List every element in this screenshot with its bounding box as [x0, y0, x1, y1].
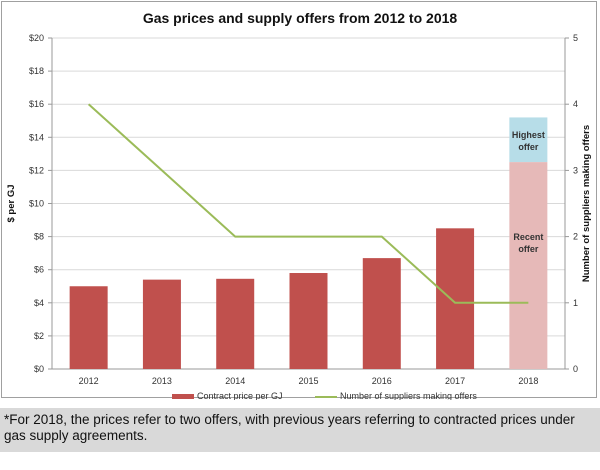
bar-2016	[362, 258, 401, 369]
x-tick-label: 2018	[518, 376, 538, 386]
y-tick-label: $6	[34, 265, 44, 275]
y-tick-label: $10	[29, 199, 44, 209]
bar-2018-recent-offer	[509, 162, 548, 369]
y-tick-label: $4	[34, 298, 44, 308]
y-axis-title: $ per GJ	[6, 184, 17, 222]
y2-tick-label: 3	[573, 165, 578, 175]
x-tick-label: 2014	[225, 376, 245, 386]
legend-label-bar: Contract price per GJ	[197, 391, 283, 400]
x-tick-label: 2015	[298, 376, 318, 386]
y2-tick-label: 0	[573, 364, 578, 374]
y-tick-label: $12	[29, 165, 44, 175]
y2-axis-title: Number of suppliers making offers	[581, 125, 592, 282]
y-tick-label: $0	[34, 364, 44, 374]
y-tick-label: $8	[34, 232, 44, 242]
bar-2015	[289, 273, 328, 369]
footnote: *For 2018, the prices refer to two offer…	[0, 408, 600, 452]
y-tick-label: $2	[34, 331, 44, 341]
y2-tick-label: 4	[573, 99, 578, 109]
y2-tick-label: 5	[573, 33, 578, 43]
bar-2018-highest-offer	[509, 117, 548, 163]
chart: $0 $2 $4 $6 $8 $10 $12 $14 $16 $18 $20 0 1 2 3 4 5 2012 20…	[6, 33, 592, 400]
y-tick-label: $20	[29, 33, 44, 43]
y2-tick-label: 2	[573, 232, 578, 242]
suppliers-line	[87, 103, 529, 304]
x-tick-label: 2012	[79, 376, 99, 386]
chart-frame	[1, 1, 597, 398]
x-tick-label: 2017	[445, 376, 465, 386]
bar-2012	[69, 286, 108, 369]
x-tick-label: 2013	[152, 376, 172, 386]
bar-2014	[216, 278, 255, 369]
bar-2013	[142, 279, 181, 369]
y-tick-label: $16	[29, 99, 44, 109]
y-tick-label: $14	[29, 132, 44, 142]
bar-2017	[436, 228, 475, 369]
y2-tick-label: 1	[573, 298, 578, 308]
legend-label-line: Number of suppliers making offers	[340, 391, 477, 400]
x-tick-label: 2016	[372, 376, 392, 386]
y-tick-label: $18	[29, 66, 44, 76]
highest-offer-label: Highest offer	[512, 130, 545, 152]
legend-swatch-bar	[172, 394, 194, 399]
chart-title: Gas prices and supply offers from 2012 t…	[142, 10, 458, 26]
recent-offer-label: Recent offer	[513, 232, 543, 254]
